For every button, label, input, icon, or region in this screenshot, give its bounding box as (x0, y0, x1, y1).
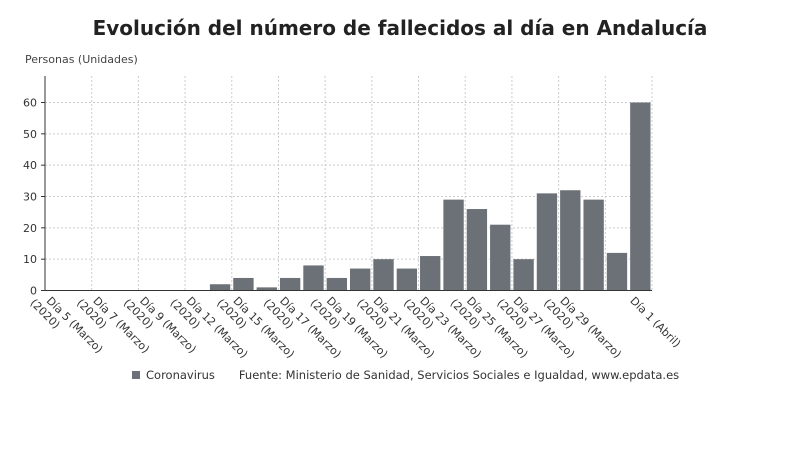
bar (583, 199, 604, 291)
bar (303, 265, 324, 291)
y-tick-label: 30 (23, 191, 37, 204)
bar (490, 224, 511, 291)
y-axis-label: Personas (Unidades) (25, 53, 138, 66)
bar (326, 277, 347, 291)
bar (396, 268, 418, 291)
bar (350, 268, 371, 291)
y-tick-label: 40 (23, 159, 37, 172)
bar (560, 190, 581, 291)
y-tick-label: 10 (23, 253, 37, 266)
y-tick-label: 20 (23, 222, 37, 235)
bar (443, 199, 464, 291)
bar (279, 277, 301, 291)
y-tick-label: 60 (23, 97, 37, 110)
bar (466, 209, 488, 291)
y-tick-label: 0 (30, 285, 37, 298)
bar (256, 287, 277, 291)
legend-label: Coronavirus (146, 368, 215, 382)
bar (630, 102, 651, 291)
source-text: Fuente: Ministerio de Sanidad, Servicios… (238, 368, 680, 382)
y-tick-label: 50 (23, 128, 37, 141)
bar (373, 259, 394, 291)
chart-title: Evolución del número de fallecidos al dí… (92, 16, 708, 40)
bar (536, 193, 558, 291)
bar (209, 284, 231, 291)
x-tick-label: Día 1 (Abril) (627, 294, 683, 350)
bar (606, 252, 628, 291)
bar (233, 277, 254, 291)
legend: Coronavirus Fuente: Ministerio de Sanida… (132, 368, 679, 382)
bar (513, 259, 534, 291)
bar (420, 256, 441, 291)
legend-swatch (132, 371, 140, 379)
